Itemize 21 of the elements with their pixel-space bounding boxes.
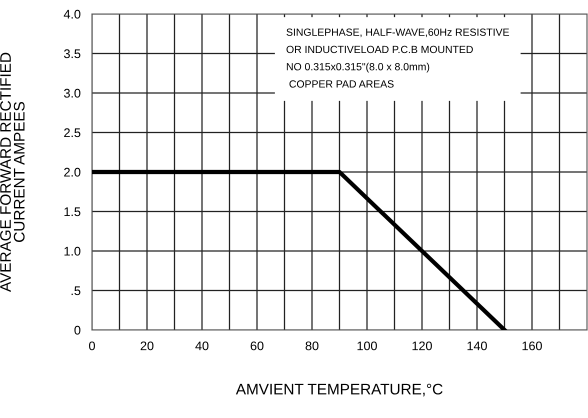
x-tick-label: 140 [468, 341, 487, 350]
x-tick-label: 0 [89, 341, 95, 350]
x-axis-title: AMVIENT TEMPERATURE,°C [236, 384, 443, 396]
y-tick-label: 3.0 [64, 88, 80, 98]
x-tick-label: 20 [140, 341, 154, 350]
x-tick-label: 100 [358, 341, 377, 350]
x-tick-label: 80 [306, 341, 318, 350]
y-tick-label: 2.5 [64, 128, 80, 138]
x-tick-label: 60 [250, 341, 264, 350]
y-tick-label: 1.0 [64, 246, 80, 256]
y-tick-label: 3.5 [64, 49, 80, 58]
y-tick-label: 2.0 [64, 168, 80, 177]
x-tick-label: 160 [522, 341, 542, 350]
y-axis-title: AVERAGE FORWARD RECTIFIED CURRENT AMPEES [0, 52, 25, 292]
annotation: SINGLEPHASE, HALF-WAVE,60Hz RESISTIVE OR INDUCTIVELOAD P.C.B MOUNTED NO 0.315x0.315"(8.0 x 8.0mm) COPPER PAD AREAS [286, 28, 510, 88]
y-tick-label: 1.5 [64, 207, 80, 216]
x-tick-label: 120 [412, 341, 432, 350]
y-tick-label: 0 [74, 326, 80, 335]
y-tick-label: 4.0 [64, 10, 80, 19]
x-tick-label: 40 [195, 341, 208, 350]
y-tick-label: .5 [72, 286, 80, 296]
